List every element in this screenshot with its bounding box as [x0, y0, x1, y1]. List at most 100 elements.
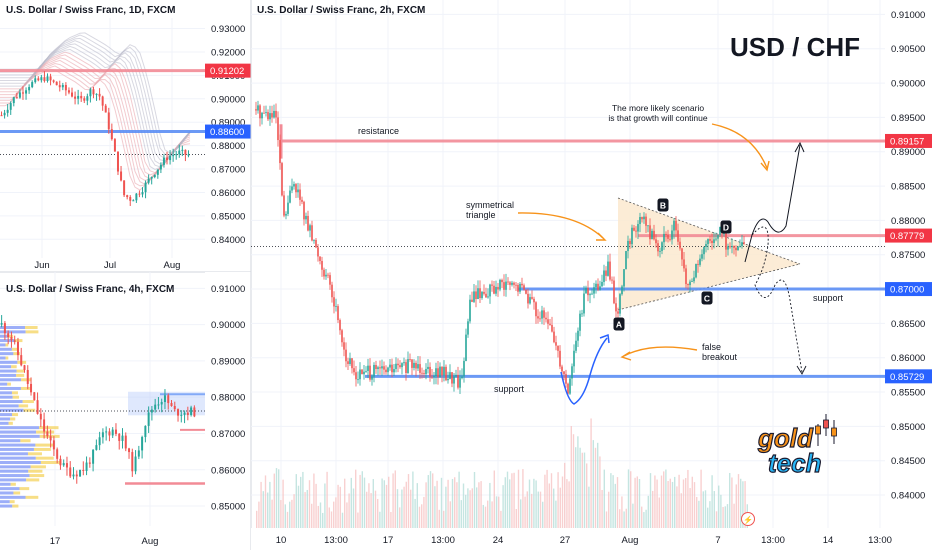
- volume-bar: [359, 474, 361, 528]
- candle-body: [447, 378, 449, 381]
- candle-body: [695, 263, 697, 278]
- volume-bar: [460, 500, 462, 528]
- volume-profile-bar: [13, 352, 21, 356]
- volume-bar: [610, 473, 612, 528]
- volume-bar: [711, 475, 713, 528]
- candle-body: [341, 330, 343, 343]
- volume-profile-bar: [12, 413, 19, 417]
- candle-body: [419, 364, 421, 373]
- volume-bar: [583, 452, 586, 528]
- candle-body: [653, 230, 655, 240]
- candle-body: [727, 246, 729, 250]
- candle-body: [134, 456, 137, 472]
- volume-bar: [676, 486, 678, 528]
- price-tick-label: 0.87500: [891, 250, 925, 261]
- false-breakout-arrowhead: [620, 351, 632, 361]
- candle-body: [177, 409, 180, 416]
- volume-bar: [634, 477, 636, 528]
- volume-bar: [434, 486, 436, 528]
- volume-bar: [467, 488, 469, 528]
- price-tick-label: 0.92000: [211, 47, 245, 58]
- candle-body: [623, 269, 625, 287]
- volume-bar: [581, 452, 583, 528]
- symmetrical-triangle-label: triangle: [466, 210, 496, 220]
- candle-body: [287, 202, 289, 214]
- candle-body: [327, 274, 329, 276]
- daily-chart-panel[interactable]: 0.930000.920000.910000.900000.890000.880…: [0, 0, 251, 272]
- candle-body: [409, 359, 411, 360]
- volume-bar: [682, 479, 685, 528]
- volume-profile-bar: [0, 391, 12, 395]
- candle-body: [375, 364, 377, 370]
- candle-body: [46, 431, 49, 437]
- candle-body: [135, 193, 138, 201]
- volume-bar: [498, 496, 500, 528]
- daily-level-lines: [0, 69, 205, 155]
- candle-body: [65, 463, 68, 468]
- volume-bar: [465, 494, 467, 528]
- candle-body: [131, 452, 134, 472]
- candle-body: [589, 294, 591, 296]
- candle-body: [507, 281, 509, 283]
- volume-profile-bar: [0, 487, 20, 491]
- candle-body: [543, 310, 545, 318]
- candle-body: [479, 288, 481, 299]
- candle-body: [739, 246, 741, 247]
- volume-bar: [401, 489, 403, 528]
- candle-body: [137, 450, 140, 457]
- volume-bar: [269, 481, 271, 528]
- scenario-label: is that growth will continue: [608, 113, 707, 123]
- candle-body: [415, 362, 417, 369]
- volume-profile-bar: [11, 391, 18, 395]
- volume-bar: [416, 483, 418, 528]
- candle-body: [186, 412, 189, 415]
- price-tick-label: 0.90000: [211, 320, 245, 331]
- volume-bar: [385, 484, 388, 528]
- volume-bar: [603, 469, 605, 528]
- candle-body: [58, 85, 61, 88]
- false-breakout-label: breakout: [702, 352, 738, 362]
- candle-body: [715, 238, 717, 240]
- candle-body: [313, 239, 315, 241]
- fourhour-chart-panel[interactable]: 0.91000 0.90000 0.89000 0.88000 0.87000 0.860…: [0, 272, 251, 547]
- volume-bar: [539, 491, 542, 528]
- candle-body: [657, 243, 659, 252]
- candle-body: [95, 445, 98, 450]
- candle-body: [717, 234, 719, 239]
- candle-body: [421, 372, 423, 374]
- candle-body: [743, 242, 745, 244]
- candle-body: [154, 404, 157, 410]
- candle-body: [118, 433, 121, 441]
- volume-bar: [742, 481, 744, 528]
- candle-body: [180, 414, 183, 416]
- volume-bar: [691, 476, 693, 528]
- twohour-chart-panel[interactable]: resistance support support symmetricaltrian…: [251, 0, 932, 550]
- candle-body: [605, 270, 607, 276]
- price-tick-label: 0.87000: [211, 165, 245, 176]
- candle-body: [157, 404, 160, 406]
- candle-body: [173, 406, 176, 410]
- candle-body: [317, 247, 319, 257]
- volume-bar: [579, 447, 581, 528]
- candle-body: [170, 403, 173, 407]
- candle-body: [101, 96, 104, 106]
- volume-profile-bar: [0, 447, 34, 451]
- candle-body: [637, 224, 639, 232]
- volume-bar: [322, 512, 324, 528]
- volume-bar: [443, 510, 445, 528]
- candle-body: [665, 233, 667, 235]
- candle-body: [0, 115, 3, 117]
- candle-body: [128, 448, 131, 453]
- candle-body: [10, 337, 13, 341]
- volume-bar: [575, 447, 577, 528]
- volume-profile-bar: [0, 378, 22, 382]
- candle-body: [525, 289, 527, 294]
- price-tick-label: 0.91000: [891, 10, 925, 21]
- volume-bar: [594, 447, 597, 528]
- volume-bar: [724, 506, 726, 528]
- volume-bar: [271, 499, 273, 528]
- false-breakout-swoop: [560, 337, 608, 405]
- volume-bar: [363, 477, 366, 528]
- volume-bar: [660, 475, 663, 528]
- candle-body: [30, 383, 33, 393]
